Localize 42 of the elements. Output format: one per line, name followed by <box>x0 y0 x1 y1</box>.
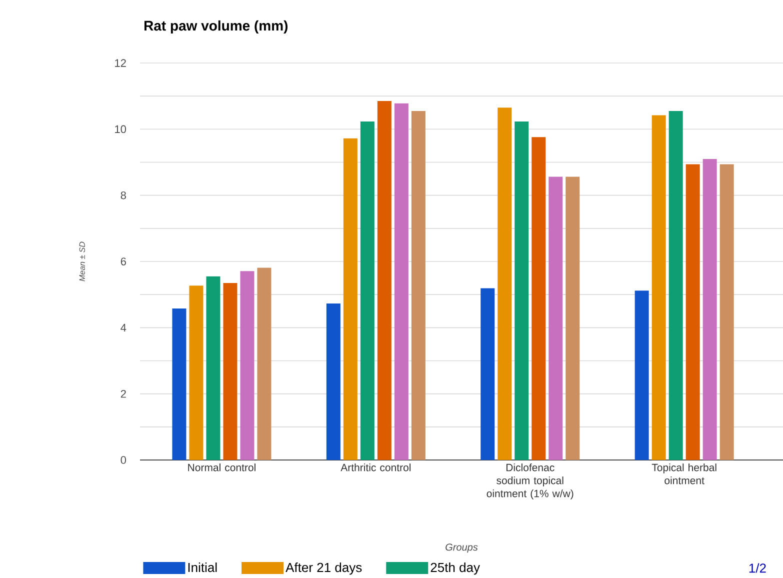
bar <box>240 271 254 460</box>
bar <box>514 122 529 460</box>
bar <box>498 108 512 460</box>
bar <box>480 288 495 460</box>
bar <box>548 176 563 460</box>
bar <box>668 110 683 460</box>
bar <box>326 304 340 460</box>
y-tick-label: 2 <box>120 390 126 398</box>
bar <box>257 268 272 460</box>
legend-label: Initial <box>188 562 217 572</box>
y-tick-label: 0 <box>120 456 126 464</box>
bar <box>223 283 238 460</box>
bar <box>720 164 734 460</box>
y-tick-label: 8 <box>120 191 126 200</box>
y-tick-label: 10 <box>115 125 126 134</box>
y-tick-label: 6 <box>120 258 126 266</box>
bar <box>532 137 546 460</box>
bar <box>411 110 426 460</box>
bar <box>652 115 666 460</box>
x-tick-label: Normal control <box>188 464 256 472</box>
bar <box>172 308 186 460</box>
chart-title: Rat paw volume (mm) <box>144 20 288 34</box>
bar <box>360 122 374 460</box>
bar <box>206 276 220 460</box>
y-tick-label: 12 <box>115 59 126 67</box>
x-tick-label: Arthritic control <box>340 464 411 472</box>
x-tick-label: Diclofenac sodium topical ointment (1% w/w) <box>486 464 574 500</box>
bar <box>394 103 408 460</box>
y-axis-title: Mean ± SD <box>79 242 85 282</box>
bar <box>189 286 204 460</box>
y-tick-label: 4 <box>120 324 126 332</box>
bar <box>566 176 580 460</box>
x-axis-title: Groups <box>446 544 478 553</box>
bar <box>634 290 649 460</box>
text: 1/2 <box>749 563 766 573</box>
bar <box>702 158 717 460</box>
bar <box>343 138 358 460</box>
bar <box>686 164 700 460</box>
x-tick-label: Topical herbal ointment <box>652 464 716 484</box>
bar <box>377 101 392 460</box>
legend-label: After 21 days <box>286 562 362 575</box>
legend-label: 25th day <box>430 562 480 575</box>
